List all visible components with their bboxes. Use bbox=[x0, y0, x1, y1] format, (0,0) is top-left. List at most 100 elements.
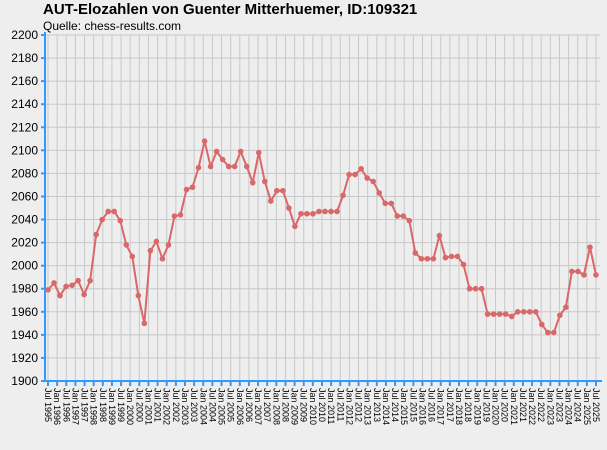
point bbox=[105, 208, 112, 215]
point bbox=[454, 253, 461, 260]
x-tick-label: Jul 2022 bbox=[536, 388, 546, 422]
x-tick-label: Jan 2024 bbox=[564, 388, 574, 425]
point bbox=[249, 179, 256, 186]
point bbox=[328, 208, 334, 215]
y-tick-label: 2180 bbox=[11, 51, 38, 65]
x-tick-label: Jul 2006 bbox=[244, 388, 254, 422]
x-tick-label: Jan 2021 bbox=[509, 388, 519, 425]
point bbox=[147, 247, 154, 254]
point bbox=[63, 283, 69, 290]
x-tick-label: Jul 2025 bbox=[591, 388, 601, 422]
point bbox=[69, 282, 75, 289]
x-tick-label: Jul 2015 bbox=[408, 388, 418, 422]
point bbox=[545, 329, 551, 336]
x-tick-label: Jul 2009 bbox=[299, 388, 309, 422]
x-tick-label: Jan 2007 bbox=[253, 388, 263, 425]
point bbox=[526, 309, 533, 315]
y-tick-label: 1920 bbox=[11, 351, 38, 365]
x-tick-label: Jan 1997 bbox=[70, 388, 80, 425]
x-tick-label: Jul 2017 bbox=[445, 388, 455, 422]
point bbox=[286, 205, 292, 211]
chart-subtitle: Quelle: chess-results.com bbox=[43, 19, 181, 33]
point bbox=[400, 213, 407, 219]
point bbox=[189, 184, 196, 191]
point bbox=[508, 313, 515, 320]
y-tick-label: 2100 bbox=[11, 143, 38, 157]
x-tick-label: Jul 2019 bbox=[481, 388, 491, 422]
point bbox=[117, 217, 124, 224]
point bbox=[177, 212, 184, 218]
x-tick-label: Jan 2012 bbox=[344, 388, 354, 425]
x-tick-label: Jan 2014 bbox=[381, 388, 391, 425]
x-tick-label: Jul 1998 bbox=[98, 388, 108, 422]
point bbox=[261, 178, 268, 185]
point bbox=[460, 261, 467, 268]
point bbox=[201, 138, 208, 144]
point bbox=[442, 254, 449, 261]
point bbox=[514, 309, 521, 315]
x-tick-label: Jan 1998 bbox=[89, 388, 99, 425]
y-tick-label: 2120 bbox=[11, 120, 38, 134]
point bbox=[51, 280, 57, 286]
x-tick-label: Jul 2004 bbox=[207, 388, 217, 422]
y-tick-label: 2080 bbox=[11, 166, 38, 180]
point bbox=[237, 148, 244, 155]
point bbox=[225, 163, 232, 170]
x-tick-label: Jan 2010 bbox=[308, 388, 318, 425]
point bbox=[490, 311, 497, 317]
x-tick-label: Jul 2001 bbox=[153, 388, 163, 422]
x-tick-label: Jul 2016 bbox=[427, 388, 437, 422]
y-tick-label: 2140 bbox=[11, 97, 38, 111]
point bbox=[430, 255, 437, 262]
y-tick-label: 1940 bbox=[11, 328, 38, 342]
point bbox=[243, 163, 250, 170]
point bbox=[472, 285, 479, 292]
point bbox=[57, 292, 63, 299]
point bbox=[394, 213, 401, 219]
point bbox=[280, 187, 286, 194]
x-tick-label: Jan 2004 bbox=[198, 388, 208, 425]
x-tick-label: Jan 2013 bbox=[363, 388, 373, 425]
point bbox=[539, 321, 545, 328]
x-tick-label: Jan 2017 bbox=[436, 388, 446, 425]
point bbox=[135, 292, 142, 299]
x-tick-label: Jan 2020 bbox=[491, 388, 501, 425]
point bbox=[412, 250, 419, 256]
point bbox=[358, 165, 364, 172]
x-tick-label: Jan 2019 bbox=[472, 388, 482, 425]
point bbox=[340, 192, 346, 199]
point bbox=[424, 255, 431, 262]
point bbox=[195, 164, 202, 171]
x-tick-label: Jul 2000 bbox=[134, 388, 144, 422]
x-tick-label: Jul 2014 bbox=[390, 388, 400, 422]
x-tick-label: Jul 2023 bbox=[554, 388, 564, 422]
point bbox=[593, 272, 599, 278]
point bbox=[406, 217, 413, 224]
x-tick-label: Jul 2008 bbox=[280, 388, 290, 422]
x-tick-label: Jul 2024 bbox=[573, 388, 583, 422]
point bbox=[111, 208, 118, 215]
point bbox=[418, 255, 425, 262]
point bbox=[484, 311, 491, 317]
chart-title: AUT-Elozahlen von Guenter Mitterhuemer, … bbox=[43, 1, 417, 18]
x-tick-label: Jan 2018 bbox=[454, 388, 464, 425]
x-tick-label: Jan 2022 bbox=[527, 388, 537, 425]
point bbox=[364, 175, 370, 181]
x-tick-label: Jan 1996 bbox=[52, 388, 62, 425]
point bbox=[388, 200, 395, 207]
point bbox=[81, 291, 87, 298]
x-tick-label: Jul 2010 bbox=[317, 388, 327, 422]
y-tick-label: 2040 bbox=[11, 213, 38, 227]
y-tick-label: 2020 bbox=[11, 236, 38, 250]
x-tick-label: Jan 2003 bbox=[180, 388, 190, 425]
point bbox=[87, 277, 93, 284]
x-tick-label: Jul 2013 bbox=[372, 388, 382, 422]
point bbox=[231, 163, 238, 170]
point bbox=[466, 285, 473, 292]
point bbox=[274, 187, 280, 194]
point bbox=[255, 149, 262, 156]
point bbox=[123, 242, 130, 248]
x-tick-label: Jan 2002 bbox=[162, 388, 172, 425]
x-tick-label: Jul 1997 bbox=[80, 388, 90, 422]
